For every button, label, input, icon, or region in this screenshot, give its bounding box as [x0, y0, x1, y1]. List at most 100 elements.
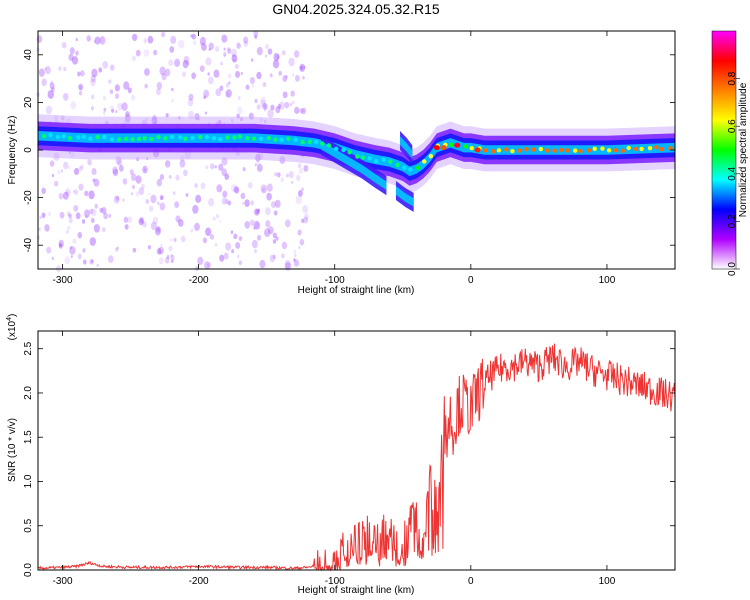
noise-speckle	[297, 163, 302, 169]
noise-speckle	[171, 87, 174, 92]
ridge-spot	[620, 148, 625, 153]
noise-speckle	[256, 234, 262, 241]
noise-speckle	[205, 57, 212, 66]
ridge-spot	[237, 134, 243, 139]
ridge-spot	[116, 137, 122, 142]
ridge-spot	[408, 167, 413, 172]
noise-speckle	[129, 169, 134, 176]
noise-speckle	[264, 54, 268, 58]
ridge-spot	[163, 136, 168, 141]
noise-speckle	[297, 229, 302, 236]
noise-speckle	[147, 35, 154, 44]
noise-speckle	[222, 190, 228, 198]
noise-speckle	[159, 194, 164, 201]
ridge-spot	[55, 134, 61, 140]
ridge-spot	[490, 149, 496, 154]
noise-speckle	[99, 207, 103, 213]
noise-speckle	[58, 192, 64, 200]
noise-speckle	[289, 102, 293, 107]
heatmap-x-tick-label: -300	[52, 275, 72, 286]
noise-speckle	[175, 174, 180, 181]
noise-speckle	[102, 96, 107, 101]
noise-speckle	[159, 174, 165, 181]
noise-speckle	[223, 47, 226, 51]
noise-speckle	[165, 68, 171, 77]
noise-speckle	[263, 104, 269, 111]
noise-speckle	[277, 172, 281, 178]
noise-speckle	[54, 180, 59, 187]
noise-speckle	[123, 216, 129, 223]
noise-speckle	[92, 178, 96, 183]
heatmap-y-tick-label: 20	[23, 96, 34, 108]
heatmap-x-tick-label: -200	[189, 275, 209, 286]
noise-speckle	[142, 165, 148, 174]
noise-speckle	[152, 216, 159, 225]
noise-speckle	[117, 159, 123, 167]
noise-speckle	[65, 188, 71, 196]
noise-speckle	[70, 255, 73, 258]
noise-speckle	[142, 221, 147, 228]
noise-speckle	[68, 53, 74, 61]
noise-speckle	[188, 93, 194, 101]
noise-speckle	[225, 91, 230, 98]
noise-speckle	[288, 170, 294, 179]
ridge-spot	[586, 148, 592, 153]
noise-speckle	[215, 214, 220, 219]
noise-speckle	[226, 46, 231, 52]
noise-speckle	[169, 46, 175, 53]
ridge-spot	[402, 165, 407, 171]
noise-speckle	[301, 187, 304, 192]
noise-speckle	[86, 35, 91, 42]
noise-speckle	[235, 241, 241, 249]
noise-speckle	[297, 189, 303, 197]
noise-speckle	[41, 212, 46, 219]
ridge-spot	[149, 136, 154, 142]
noise-speckle	[292, 73, 295, 77]
noise-speckle	[233, 185, 239, 193]
noise-speckle	[230, 184, 237, 193]
noise-speckle	[144, 68, 150, 76]
noise-speckle	[282, 75, 288, 82]
noise-speckle	[114, 247, 119, 253]
noise-speckle	[213, 69, 220, 78]
noise-speckle	[60, 169, 64, 173]
ridge-spot	[258, 136, 264, 141]
noise-speckle	[274, 172, 278, 177]
noise-speckle	[178, 39, 185, 49]
noise-speckle	[127, 87, 132, 94]
noise-speckle	[39, 216, 42, 220]
noise-speckle	[231, 249, 235, 254]
noise-speckle	[70, 101, 77, 110]
noise-speckle	[267, 226, 274, 235]
noise-speckle	[270, 104, 275, 111]
colorbar-tick-label: 0.4	[727, 166, 738, 180]
noise-speckle	[251, 239, 258, 249]
noise-speckle	[208, 48, 211, 52]
ridge-spot	[544, 148, 550, 153]
noise-speckle	[69, 47, 75, 55]
noise-speckle	[57, 170, 61, 175]
noise-speckle	[200, 36, 206, 46]
noise-speckle	[115, 109, 118, 114]
noise-speckle	[253, 220, 260, 230]
ridge-spot	[449, 142, 454, 148]
noise-speckle	[111, 108, 114, 113]
noise-speckle	[223, 53, 227, 58]
noise-speckle	[124, 224, 129, 230]
noise-speckle	[179, 159, 186, 168]
noise-speckle	[250, 200, 254, 206]
noise-speckle	[291, 100, 295, 105]
noise-speckle	[73, 190, 76, 194]
noise-speckle	[302, 205, 308, 214]
noise-speckle	[172, 191, 176, 195]
noise-speckle	[156, 201, 160, 206]
ridge-spot	[613, 148, 618, 153]
noise-speckle	[175, 215, 181, 223]
noise-speckle	[38, 227, 41, 231]
snr-x-tick-label: 0	[468, 576, 474, 587]
noise-speckle	[66, 230, 69, 234]
noise-speckle	[109, 64, 115, 71]
noise-speckle	[165, 113, 169, 118]
ridge-spot	[388, 159, 393, 164]
noise-speckle	[301, 107, 307, 115]
